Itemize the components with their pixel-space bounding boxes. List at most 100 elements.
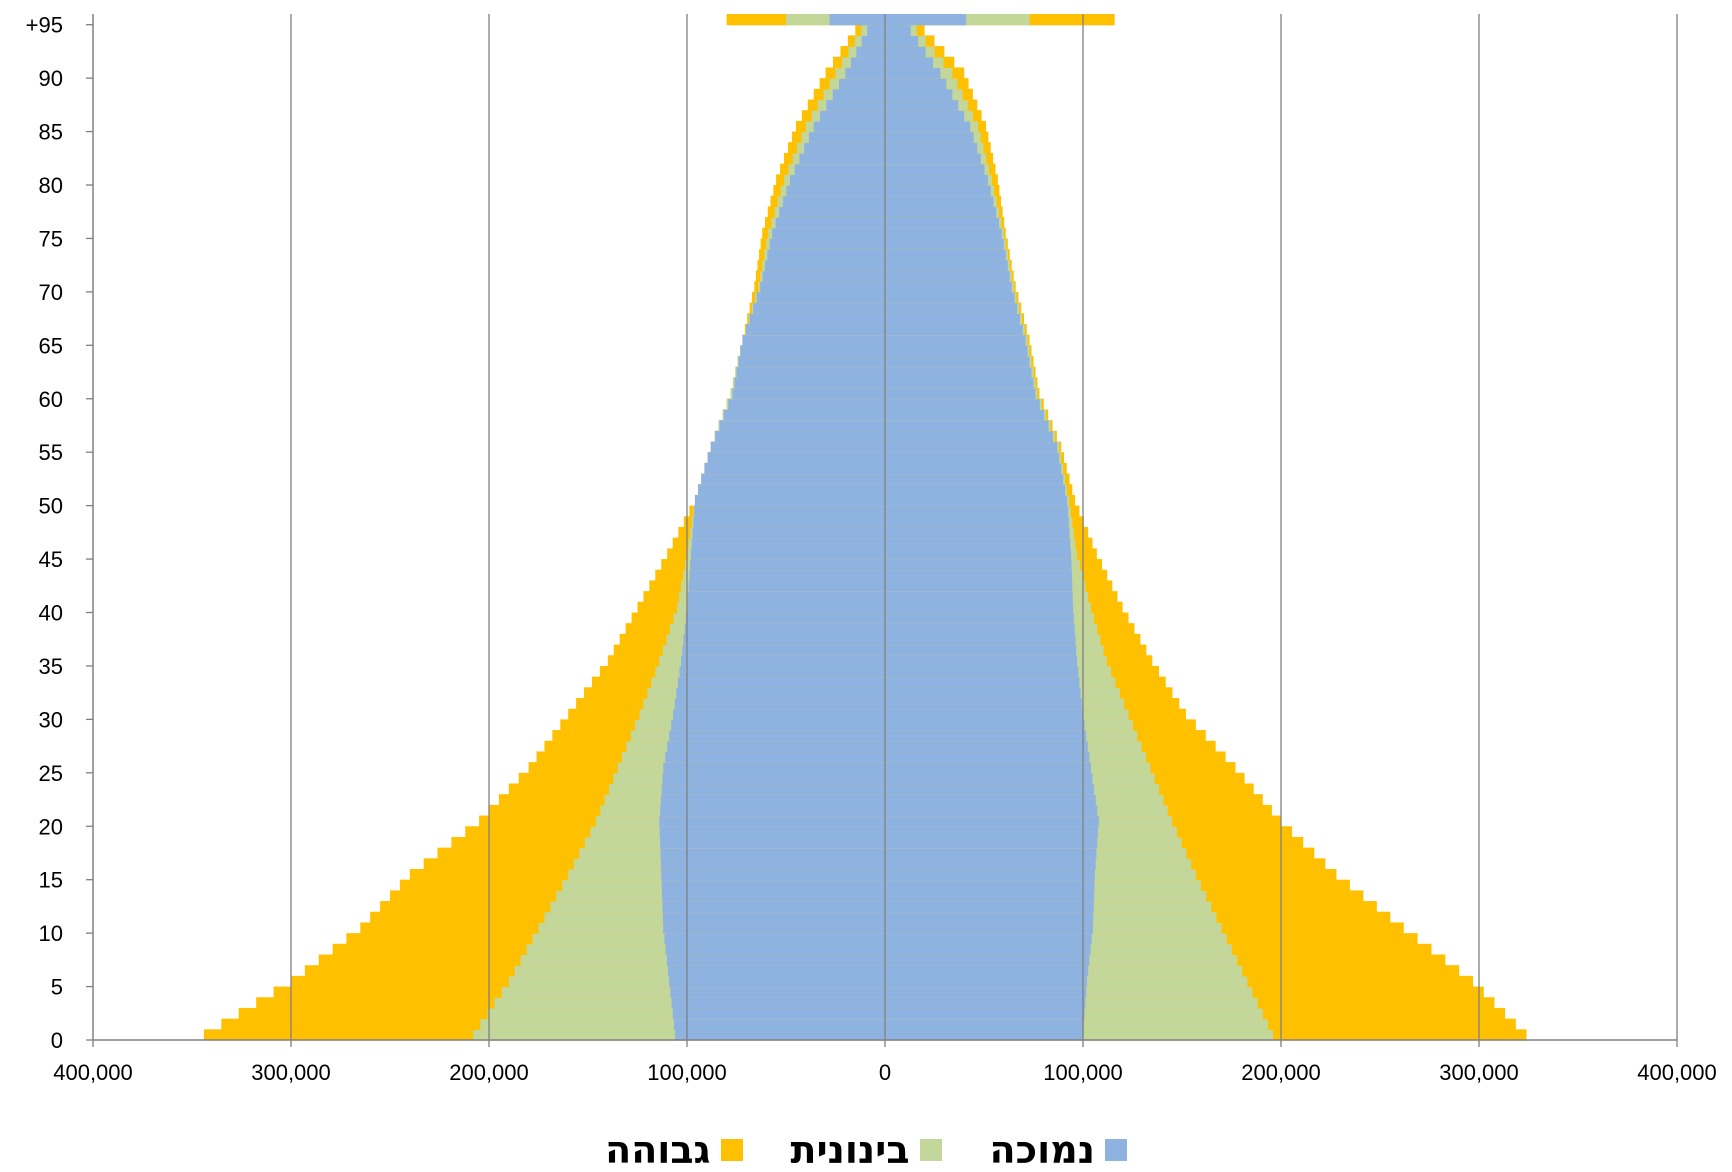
- bar-left-low-age-69: [756, 291, 885, 304]
- bar-left-low-age-3: [671, 997, 885, 1009]
- bar-right-low-age-82: [885, 152, 981, 165]
- bar-right-low-age-94: [885, 24, 911, 36]
- bar-left-low-age-55: [710, 441, 885, 453]
- bar-right-low-age-0: [885, 1029, 1083, 1041]
- legend: נמוכה בינונית גבוהה: [0, 1128, 1732, 1172]
- bar-left-low-age-54: [707, 452, 885, 464]
- bar-right-low-age-11: [885, 911, 1094, 924]
- bar-left-low-age-21: [660, 804, 885, 817]
- bar-right-low-age-48: [885, 516, 1069, 528]
- bar-right-low-age-29: [885, 719, 1085, 731]
- bar-right-low-age-18: [885, 836, 1098, 849]
- bar-right-low-age-52: [885, 473, 1064, 485]
- bar-right-low-age-27: [885, 740, 1088, 753]
- legend-label-medium: בינונית: [790, 1128, 910, 1172]
- bars-layer: [203, 14, 1527, 1041]
- bar-left-low-age-37: [683, 633, 885, 646]
- bar-right-low-age-75: [885, 227, 1002, 240]
- bar-right-low-age-47: [885, 527, 1070, 539]
- bar-right-low-age-91: [885, 56, 934, 69]
- y-tick-label-12: 60: [39, 387, 63, 412]
- bar-left-low-age-90: [845, 67, 885, 79]
- bar-left-low-age-43: [689, 569, 885, 582]
- bar-left-low-age-14: [661, 879, 885, 891]
- bar-left-low-age-31: [674, 698, 885, 710]
- bar-right-low-age-56: [885, 430, 1053, 443]
- bar-right-low-age-65: [885, 334, 1026, 346]
- bar-right-low-age-12: [885, 901, 1094, 913]
- bar-left-low-age-89: [839, 78, 885, 90]
- y-tick-label-8: 40: [39, 601, 63, 626]
- bar-left-low-age-5: [669, 975, 885, 988]
- y-tick-label-16: 80: [39, 173, 63, 198]
- bar-left-low-age-26: [665, 751, 885, 763]
- bar-right-low-age-50: [885, 494, 1068, 507]
- bar-right-low-age-34: [885, 665, 1079, 678]
- bar-right-low-age-72: [885, 259, 1008, 272]
- bar-left-low-age-18: [660, 836, 885, 849]
- y-tick-label-10: 50: [39, 494, 63, 519]
- bar-left-low-age-53: [704, 462, 885, 475]
- bar-left-low-age-35: [681, 655, 885, 667]
- bar-left-low-age-13: [662, 890, 885, 902]
- y-tick-label-7: 35: [39, 654, 63, 679]
- bar-right-low-age-25: [885, 762, 1091, 774]
- bar-left-low-age-94: [867, 24, 885, 36]
- x-tick-label-0: 400,000: [53, 1060, 133, 1085]
- bar-left-low-age-84: [808, 131, 885, 143]
- bar-right-low-age-6: [885, 965, 1089, 977]
- bar-left-low-age-61: [734, 377, 885, 389]
- y-tick-label-14: 70: [39, 280, 63, 305]
- x-tick-label-6: 200,000: [1241, 1060, 1321, 1085]
- bar-right-low-age-76: [885, 217, 1000, 229]
- bar-right-low-age-66: [885, 323, 1023, 336]
- bar-left-low-age-74: [769, 238, 885, 250]
- bar-right-low-age-43: [885, 569, 1072, 582]
- bar-left-low-age-30: [673, 708, 885, 720]
- y-tick-label-17: 85: [39, 120, 63, 145]
- bar-right-low-age-1: [885, 1018, 1084, 1030]
- bar-right-low-age-9: [885, 933, 1092, 945]
- bar-right-low-age-24: [885, 772, 1093, 785]
- bar-left-low-age-17: [660, 847, 885, 859]
- bar-left-low-age-80: [789, 174, 885, 186]
- bar-right-low-age-14: [885, 879, 1095, 891]
- y-tick-label-13: 65: [39, 333, 63, 358]
- bar-right-low-age-39: [885, 612, 1074, 624]
- bar-left-low-age-66: [746, 323, 885, 336]
- bar-right-low-age-58: [885, 409, 1045, 421]
- bar-right-low-age-16: [885, 858, 1096, 870]
- bar-left-low-age-83: [804, 142, 885, 154]
- bar-left-low-age-33: [677, 676, 885, 688]
- x-tick-label-3: 100,000: [647, 1060, 727, 1085]
- bar-left-low-age-49: [694, 505, 885, 517]
- y-tick-label-15: 75: [39, 226, 63, 251]
- y-tick-label-11: 55: [39, 440, 63, 465]
- x-tick-label-8: 400,000: [1637, 1060, 1717, 1085]
- bar-right-low-age-21: [885, 804, 1098, 817]
- bar-left-low-age-76: [775, 217, 885, 229]
- bar-left-low-age-72: [765, 259, 885, 272]
- legend-swatch-high: [720, 1139, 743, 1161]
- bar-right-low-age-90: [885, 67, 941, 79]
- bar-left-low-age-70: [760, 281, 885, 293]
- bar-left-low-age-45: [690, 548, 885, 560]
- bar-right-low-age-23: [885, 783, 1095, 795]
- bar-right-low-age-54: [885, 452, 1060, 464]
- y-tick-label-9: 45: [39, 547, 63, 572]
- bar-right-low-age-69: [885, 291, 1015, 304]
- bar-right-low-age-44: [885, 559, 1072, 571]
- bar-right-low-age-53: [885, 462, 1062, 475]
- bar-right-low-age-62: [885, 366, 1032, 378]
- bar-right-low-age-35: [885, 655, 1078, 667]
- bar-right-low-age-32: [885, 687, 1081, 699]
- bar-left-low-age-36: [682, 644, 885, 656]
- bar-left-low-age-10: [663, 922, 885, 934]
- bar-left-low-age-27: [667, 740, 885, 753]
- bar-left-low-age-73: [767, 249, 885, 261]
- tick-labels-layer: 400,000 300,000 200,000 100,000 0 100,000 200,…: [26, 13, 1717, 1085]
- bar-right-low-age-68: [885, 302, 1018, 314]
- legend-swatch-medium: [919, 1139, 942, 1161]
- x-tick-label-4: 0: [879, 1060, 891, 1085]
- bar-left-low-age-47: [692, 527, 885, 539]
